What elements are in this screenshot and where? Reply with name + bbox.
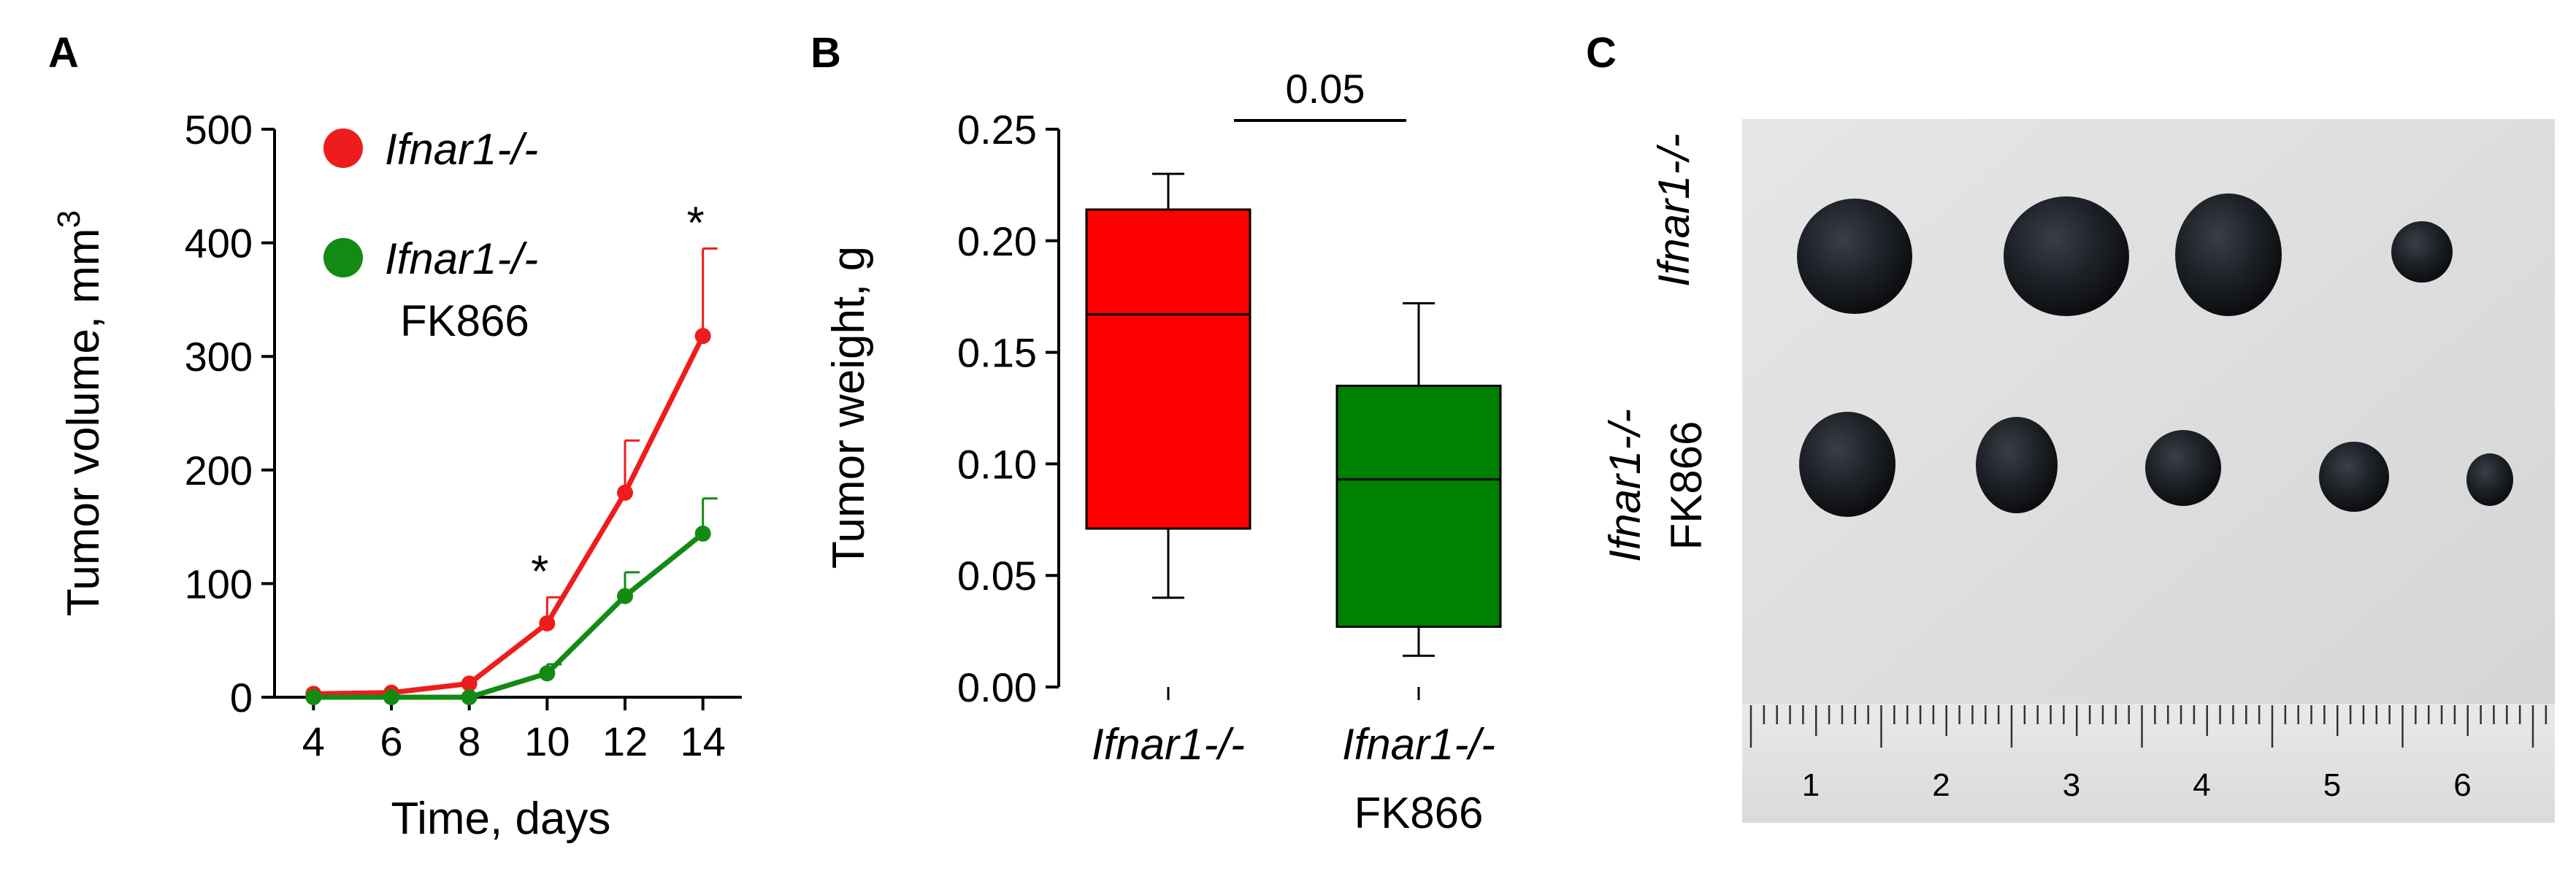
panel-a-x-axis-title: Time, days [391,794,611,844]
legend-label-ifnar1: Ifnar1-/- [385,125,538,174]
series-line-ifnar1 [313,334,705,696]
panel-b-y-tick-label: 0.05 [957,553,1037,599]
tumor-row1-2 [2004,196,2129,316]
panel-b-x-labels: Ifnar1-/- Ifnar1-/- FK866 [1092,720,1495,837]
panel-b-y-tick-label: 0.00 [957,664,1037,710]
tumor-row2-2 [1976,417,2058,513]
tumor-row1-1 [1797,199,1912,314]
panel-a-y-tick-label: 100 [185,561,253,607]
panel-label-c: C [1586,29,1617,77]
row-label-ifnar1: Ifnar1-/- [1649,134,1698,287]
panel-b-y-tick-label: 0.25 [957,107,1037,153]
panel-a-x-tick-label: 10 [524,718,570,764]
panel-label-b: B [810,29,841,77]
panel-c: C 1 2 3 4 5 6 Ifnar1-/- Ifnar1-/- FK866 [1586,29,2555,823]
data-point-ifnar1 [539,615,556,632]
ruler-numbers: 1 2 3 4 5 6 [1802,767,2472,803]
data-point-ifnar1-fk866 [461,689,478,705]
tumor-specimens [1797,193,2513,517]
ruler: 1 2 3 4 5 6 [1742,704,2555,823]
tumor-row1-3 [2175,193,2282,316]
panel-b-y-tick-label: 0.15 [957,330,1037,376]
legend-label-ifnar1-fk866-line2: FK866 [400,296,529,345]
panel-a-error-bars [545,247,718,674]
panel-a-annotations: ** [531,198,704,597]
series-line-ifnar1-fk866 [313,531,705,700]
panel-a-y-tick-label: 400 [185,220,253,266]
data-point-ifnar1 [461,675,478,692]
panel-a-y-tick-label: 500 [185,107,253,153]
panel-a-y-axis-title: Tumor volume, mm3 [51,210,109,616]
panel-a-x-tick-label: 12 [602,718,648,764]
panel-b-y-tick-label: 0.20 [957,218,1037,264]
box-ifnar1-fk866 [1335,384,1502,628]
ruler-body [1742,704,2555,823]
data-point-ifnar1 [694,328,711,345]
panel-a-y-tick-label: 300 [185,334,253,380]
panel-b-x-label-ifnar1-fk866: Ifnar1-/- [1342,720,1495,769]
tumor-row2-3 [2145,430,2221,506]
legend-marker-ifnar1-fk866 [323,238,363,277]
ruler-number: 3 [2063,767,2080,803]
ruler-number: 5 [2323,767,2341,803]
tumor-row2-5 [2466,453,2513,506]
panel-b-boxes [1085,172,1502,700]
panel-b-y-axis-title: Tumor weight, g [824,246,874,569]
panel-b: B 0.00 0.05 0.10 0.15 0.20 0.25 Tumor weight,… [810,29,1502,837]
panel-a-x-tick-label: 8 [458,718,480,764]
box-ifnar1 [1085,208,1251,530]
row-label-ifnar1-fk866: Ifnar1-/- [1601,409,1649,562]
ruler-number: 1 [1802,767,1820,803]
panel-a-y-tick-label: 0 [230,675,253,721]
data-point-ifnar1-fk866 [617,588,633,604]
panel-b-comparison: 0.05 [1234,66,1406,122]
panel-a-y-ticks: 0 100 200 300 400 500 [185,107,275,721]
panel-a-x-tick-label: 4 [302,718,325,764]
panel-a-data-points [305,328,711,705]
data-point-ifnar1-fk866 [694,525,711,542]
panel-b-y-tick-label: 0.10 [957,441,1037,487]
panel-b-y-ticks: 0.00 0.05 0.10 0.15 0.20 0.25 [957,107,1059,710]
data-point-ifnar1 [617,484,633,501]
panel-a-axes [273,129,742,699]
significance-asterisk: * [531,547,548,597]
panel-c-row-labels: Ifnar1-/- Ifnar1-/- FK866 [1601,134,1711,562]
tumor-row1-4 [2391,221,2453,283]
panel-label-a: A [48,29,79,77]
row-label-ifnar1-fk866-line2: FK866 [1662,421,1711,550]
ruler-ticks [1749,705,2548,748]
panel-b-x-label-ifnar1-fk866-line2: FK866 [1354,788,1484,837]
panel-a-series-lines [313,334,705,700]
tumor-row2-1 [1799,412,1895,517]
tumor-row2-4 [2319,442,2389,512]
data-point-ifnar1-fk866 [383,689,399,705]
comparison-p-value: 0.05 [1286,66,1365,112]
legend-marker-ifnar1 [323,128,363,168]
panel-a-x-tick-label: 14 [681,718,726,764]
panel-a-legend: Ifnar1-/- Ifnar1-/- FK866 [323,125,538,345]
ruler-number: 6 [2453,767,2471,803]
panel-a-x-tick-label: 6 [380,718,402,764]
legend-label-ifnar1-fk866: Ifnar1-/- [385,234,538,283]
panel-b-x-label-ifnar1: Ifnar1-/- [1092,720,1245,769]
panel-a-y-tick-label: 200 [185,448,253,494]
ruler-number: 4 [2193,767,2210,803]
data-point-ifnar1-fk866 [305,689,322,705]
ruler-number: 2 [1932,767,1950,803]
data-point-ifnar1-fk866 [539,665,556,682]
panel-a-x-ticks: 4 6 8 10 12 14 [302,697,726,764]
significance-asterisk: * [687,198,705,248]
